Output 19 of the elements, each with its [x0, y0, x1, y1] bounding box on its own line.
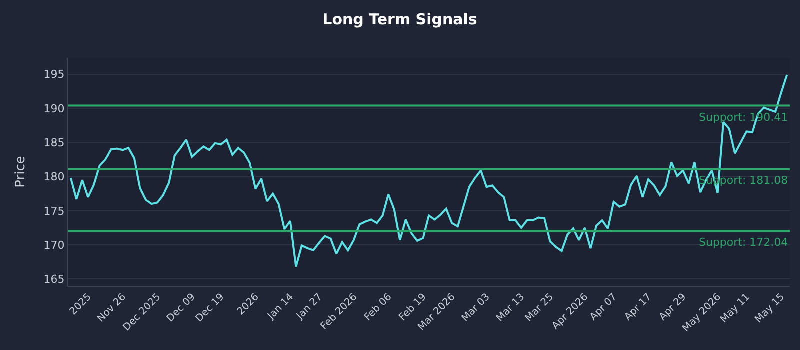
y-tick-label: 165	[44, 273, 65, 286]
y-tick-label: 195	[44, 68, 65, 82]
x-tick-label: Dec 19	[194, 292, 227, 325]
x-tick-label: Jan 27	[294, 292, 325, 323]
x-tick-label: Feb 06	[362, 292, 394, 324]
y-tick-label: 170	[44, 238, 65, 252]
y-tick-label: 190	[44, 102, 65, 116]
line-series	[70, 74, 788, 268]
y-tick-label: 175	[44, 204, 65, 218]
y-tick-label: 180	[44, 170, 65, 184]
x-tick-label: Apr 07	[588, 292, 620, 324]
x-tick-label: Apr 17	[622, 292, 654, 324]
ref-line-label: Support: 172.04	[699, 236, 788, 249]
y-tick-label: 185	[44, 136, 65, 150]
chart-title: Long Term Signals	[322, 10, 478, 28]
x-tick-label: Mar 03	[460, 292, 492, 324]
x-tick-label: Apr 29	[658, 292, 689, 324]
x-tick-label: Jan 14	[265, 292, 296, 323]
y-axis-title: Price	[14, 156, 29, 188]
